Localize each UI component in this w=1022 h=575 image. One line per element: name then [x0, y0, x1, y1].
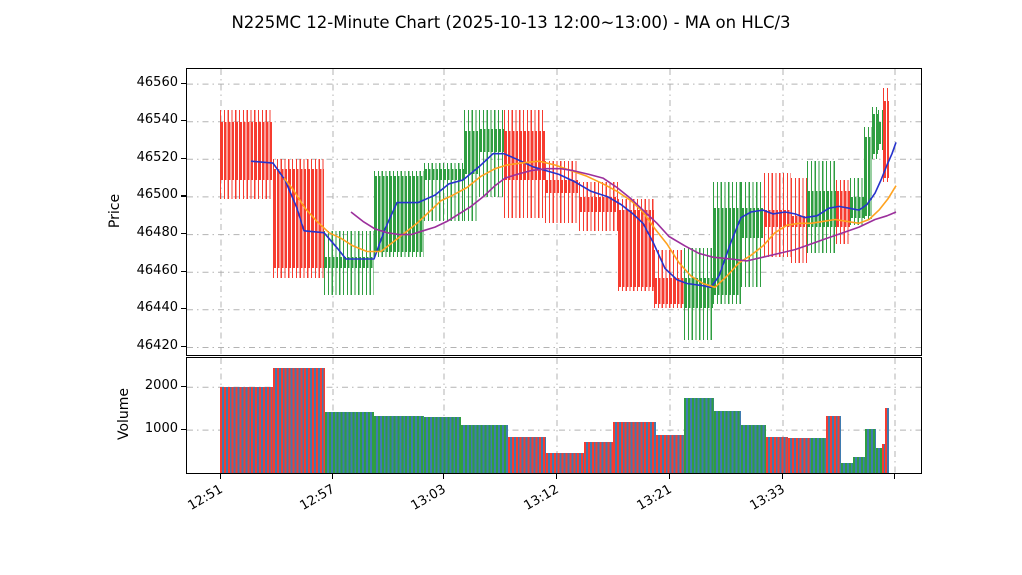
volume-bar-group	[714, 411, 741, 473]
candle-body-cluster	[684, 277, 713, 308]
price-tick-mark	[181, 195, 186, 197]
price-tick-mark	[181, 270, 186, 272]
volume-bar-group	[882, 444, 885, 474]
candle-body-cluster	[579, 196, 618, 212]
volume-tick-mark	[181, 385, 186, 387]
time-tick-mark	[555, 474, 557, 479]
candle-body-cluster	[883, 101, 889, 179]
volume-bar-group	[876, 448, 882, 473]
time-tick-mark	[442, 474, 444, 479]
price-tick-mark	[181, 346, 186, 348]
time-tick-label: 12:57	[297, 482, 338, 514]
volume-bar-group	[788, 438, 811, 473]
volume-bar-group	[656, 435, 684, 473]
ma-lines-layer	[250, 142, 897, 289]
volume-bar-group	[374, 415, 424, 473]
price-tick-label: 46500	[136, 187, 178, 203]
candle-body-cluster	[464, 131, 479, 175]
ma-fast-line	[250, 142, 897, 289]
time-tick-label: 13:33	[747, 482, 788, 514]
ma-slow-line	[350, 167, 897, 262]
time-tick-label: 12:51	[185, 482, 226, 514]
price-axis-label: Price	[107, 193, 123, 229]
volume-bars-layer	[187, 358, 921, 474]
price-tick-mark	[181, 233, 186, 235]
volume-bar-group	[461, 424, 508, 473]
candle-body-cluster	[864, 136, 872, 216]
price-tick-label: 46460	[136, 262, 178, 278]
volume-bar-group	[546, 452, 584, 473]
price-panel	[186, 68, 922, 356]
candle-body-cluster	[654, 277, 684, 305]
candle-body-cluster	[479, 129, 504, 152]
price-tick-label: 46420	[136, 338, 178, 353]
candle-body-cluster	[618, 210, 654, 288]
volume-bar-group	[273, 367, 325, 473]
candle-body-cluster	[872, 114, 878, 154]
time-tick-label: 13:21	[634, 482, 675, 514]
volume-bar-group	[841, 463, 853, 473]
candle-body-cluster	[850, 196, 864, 218]
time-tick-label: 13:03	[408, 482, 449, 514]
price-tick-label: 46440	[136, 300, 178, 316]
time-tick-label: 13:12	[521, 482, 562, 514]
candle-body-cluster	[545, 180, 579, 194]
candle-body-cluster	[324, 257, 374, 269]
candle-body-cluster	[791, 215, 807, 228]
price-tick-label: 46540	[136, 112, 178, 128]
candle-body-cluster	[424, 168, 464, 180]
volume-bar-group	[613, 421, 656, 473]
volume-bar-group	[853, 457, 865, 473]
volume-tick-mark	[181, 428, 186, 430]
volume-bar-group	[741, 424, 766, 473]
price-tick-mark	[181, 82, 186, 84]
volume-bar-group	[684, 397, 714, 473]
volume-bar-group	[885, 407, 889, 473]
time-tick-mark	[893, 474, 895, 479]
volume-bar-group	[766, 436, 788, 473]
time-tick-mark	[668, 474, 670, 479]
price-tick-mark	[181, 308, 186, 310]
price-tick-mark	[181, 157, 186, 159]
candle-body-cluster	[220, 121, 273, 180]
candle-body-cluster	[741, 208, 764, 239]
candle-body-cluster	[273, 168, 324, 269]
volume-panel	[186, 357, 922, 474]
candle-body-cluster	[878, 121, 883, 145]
volume-tick-label: 2000	[144, 377, 178, 393]
price-blocks-layer	[187, 69, 921, 355]
volume-bar-group	[508, 437, 546, 473]
volume-bar-group	[220, 387, 273, 473]
ma-mid-line	[283, 160, 897, 289]
volume-bar-group	[826, 415, 841, 473]
chart-title: N225MC 12-Minute Chart (2025-10-13 12:00…	[231, 13, 791, 32]
price-tick-label: 46560	[136, 74, 178, 90]
time-tick-mark	[219, 474, 221, 479]
price-tick-mark	[181, 120, 186, 122]
volume-bar-group	[325, 411, 374, 473]
volume-bar-group	[811, 437, 826, 473]
candle-body-cluster	[836, 191, 850, 228]
volume-bar-group	[865, 429, 876, 473]
price-tick-label: 46520	[136, 149, 178, 165]
volume-bar-group	[584, 442, 613, 473]
time-tick-mark	[331, 474, 333, 479]
candle-body-cluster	[374, 176, 424, 252]
candle-body-cluster	[764, 210, 791, 227]
volume-bar-group	[424, 417, 461, 473]
price-tick-label: 46480	[136, 225, 178, 241]
time-tick-mark	[781, 474, 783, 479]
volume-tick-label: 1000	[144, 420, 178, 436]
